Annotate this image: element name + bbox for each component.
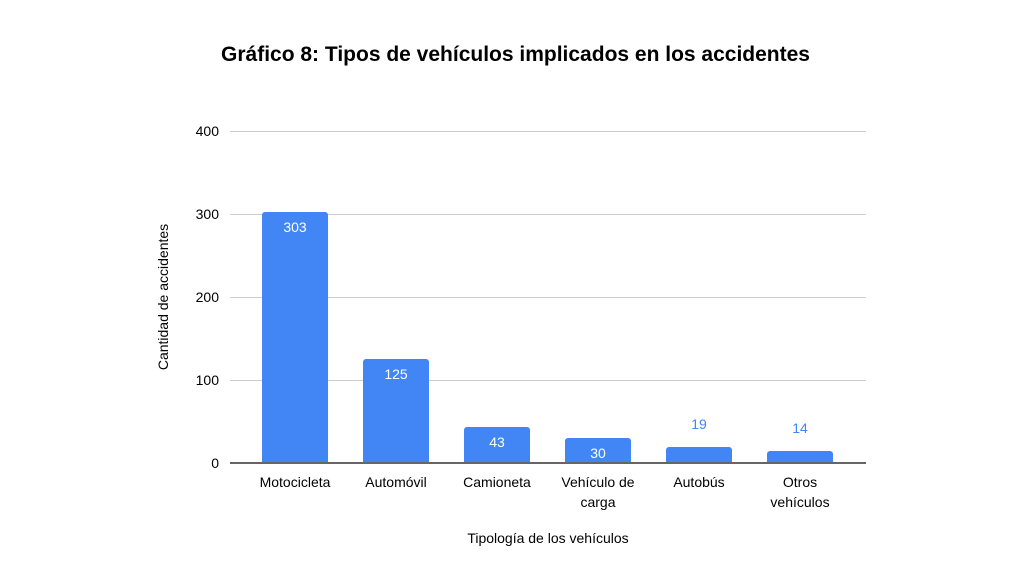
gridline-300 — [230, 214, 866, 215]
bar-automovil — [363, 359, 429, 463]
x-axis-title: Tipología de los vehículos — [467, 530, 629, 546]
bar-value-label-automovil: 125 — [384, 366, 408, 383]
category-label-automovil: Automóvil — [365, 474, 427, 490]
bar-autobus — [666, 447, 732, 463]
category-label-autobus: Autobús — [673, 474, 725, 490]
gridline-100 — [230, 380, 866, 381]
bar-value-label-motocicleta: 303 — [283, 218, 307, 235]
category-label-otros-vehiculos: Otros vehículos — [770, 474, 830, 510]
gridline-400 — [230, 131, 866, 132]
gridline-200 — [230, 297, 866, 298]
bar-value-label-vehiculo-de-carga: 30 — [590, 445, 606, 462]
y-tick-label-0: 0 — [211, 455, 219, 471]
category-label-vehiculo-de-carga: Vehículo de carga — [561, 474, 635, 510]
y-tick-label-300: 300 — [195, 206, 219, 222]
bar-value-label-otros-vehiculos: 14 — [792, 420, 808, 437]
bar-otros-vehiculos — [767, 451, 833, 463]
bar-camioneta — [464, 427, 530, 463]
x-axis-baseline — [230, 462, 866, 464]
category-label-camioneta: Camioneta — [463, 474, 531, 490]
chart-title: Gráfico 8: Tipos de vehículos implicados… — [221, 43, 810, 66]
bar-value-label-autobus: 19 — [691, 416, 707, 433]
y-tick-label-200: 200 — [195, 289, 219, 305]
plot-area: 303 125 43 30 19 14 — [230, 131, 866, 464]
category-label-motocicleta: Motocicleta — [259, 474, 331, 490]
y-tick-label-100: 100 — [195, 372, 219, 388]
y-tick-label-400: 400 — [195, 123, 219, 139]
bar-motocicleta — [262, 211, 328, 463]
bar-value-label-camioneta: 43 — [489, 434, 505, 451]
bar-vehiculo-de-carga — [565, 438, 631, 463]
